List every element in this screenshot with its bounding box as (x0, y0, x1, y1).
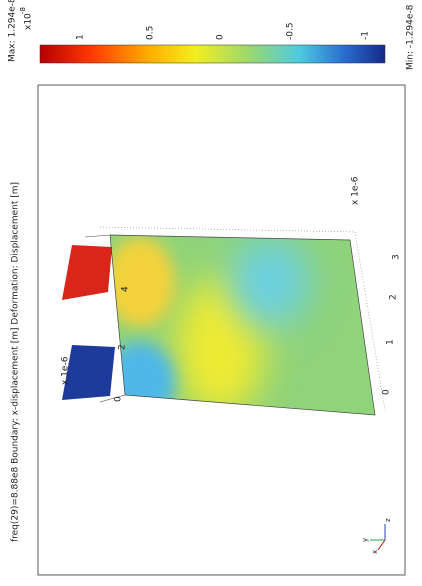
colorbar-tick-label: -0.5 (286, 22, 296, 40)
x-axis-label: x 1e-6 (351, 176, 361, 205)
colorbar-exponent: x10 (24, 13, 34, 30)
bounding-box (99, 226, 386, 411)
colorbar-tick-label: -1 (361, 31, 371, 40)
axis-ticks: 0 1 2 3 0 2 4 (114, 254, 402, 402)
y-tick-label: 0 (114, 396, 124, 402)
y-tick-label: 2 (118, 344, 128, 350)
triad-labels: x y z (361, 518, 392, 554)
colorbar-min: Min: -1.294e-8 (406, 4, 416, 70)
colorbar-ticks: 1 0.5 0 -0.5 -1 (76, 22, 371, 40)
colorbar-tick-label: 0.5 (146, 26, 156, 40)
plot-title: freq(29)=8.88e8 Boundary: x-displacement… (11, 182, 21, 542)
red-pad (62, 245, 112, 300)
colorbar-tick-label: 0 (216, 34, 226, 40)
triad-label: z (384, 518, 392, 522)
x-tick-label: 2 (389, 294, 399, 300)
colorbar-max: Max: 1.294e-8 (8, 0, 18, 62)
blue-pad (62, 345, 115, 400)
colorbar (39, 44, 386, 64)
plot-frame (37, 84, 406, 576)
triad-label: y (361, 538, 369, 542)
x-tick-label: 0 (382, 389, 392, 395)
x-tick-label: 1 (386, 339, 396, 345)
x-tick-label: 3 (392, 254, 402, 260)
y-axis-label: x 1e-6 (61, 356, 71, 385)
triad-label: x (371, 550, 379, 554)
slab-edge (109, 234, 376, 416)
cyan-region (230, 237, 310, 327)
blue-edge (110, 342, 175, 415)
box-edge (99, 394, 126, 403)
orange-edge (110, 237, 175, 327)
axis-triad (370, 524, 386, 551)
rotated-view: freq(29)=8.88e8 Boundary: x-displacement… (8, 0, 416, 576)
colorbar-exponent-power: -8 (19, 7, 27, 14)
y-tick-label: 4 (121, 286, 131, 292)
box-edge (84, 234, 111, 238)
slab-shading (110, 237, 310, 415)
colorbar-tick-label: 1 (76, 34, 86, 40)
